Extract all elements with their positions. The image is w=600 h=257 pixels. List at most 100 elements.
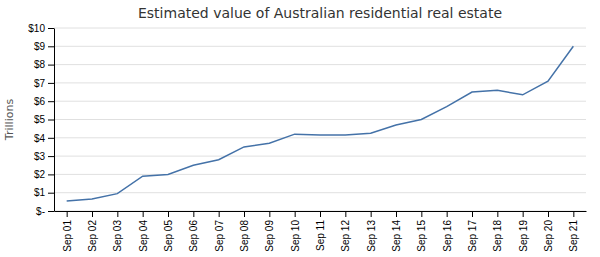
tick: Sep 15	[416, 211, 427, 252]
tick-mark	[117, 211, 118, 217]
tick-mark	[48, 83, 54, 84]
tick-mark	[219, 211, 220, 217]
tick-label: Sep 04	[138, 220, 149, 252]
tick-label: Sep 09	[264, 220, 275, 252]
tick-label: $1	[34, 187, 46, 198]
tick: Sep 04	[138, 211, 149, 252]
tick-mark	[320, 211, 321, 217]
tick: Sep 19	[518, 211, 529, 252]
tick-label: $7	[34, 78, 46, 89]
grid-line	[54, 64, 586, 65]
tick-mark	[193, 211, 194, 217]
tick-label: Sep 16	[442, 220, 453, 252]
tick-mark	[269, 211, 270, 217]
grid-line	[54, 174, 586, 175]
tick: $7	[34, 78, 54, 89]
tick-label: Sep 08	[239, 220, 250, 252]
tick-label: Sep 14	[391, 220, 402, 252]
tick: Sep 07	[214, 211, 225, 252]
tick: Sep 11	[315, 211, 326, 251]
tick-label: $6	[34, 96, 46, 107]
tick-label: Sep 01	[62, 220, 73, 252]
tick-mark	[573, 211, 574, 217]
tick: $6	[34, 96, 54, 107]
tick-label: Sep 21	[568, 220, 579, 252]
tick-label: Sep 03	[112, 220, 123, 252]
tick-label: $-	[36, 206, 45, 217]
tick: $2	[34, 169, 54, 180]
tick-label: Sep 13	[366, 220, 377, 252]
tick: $9	[34, 41, 54, 52]
tick-mark	[48, 28, 54, 29]
tick-label: $8	[34, 59, 46, 70]
tick-mark	[421, 211, 422, 217]
grid-line	[54, 156, 586, 157]
tick-label: $2	[34, 169, 46, 180]
tick-mark	[497, 211, 498, 217]
tick: $-	[36, 206, 54, 217]
tick-label: $10	[28, 23, 45, 34]
grid-line	[54, 119, 586, 120]
title: Estimated value of Australian residentia…	[138, 5, 502, 21]
tick-mark	[48, 138, 54, 139]
tick-mark	[48, 65, 54, 66]
tick-mark	[48, 174, 54, 175]
grid-line	[54, 82, 586, 83]
tick-mark	[371, 211, 372, 217]
tick: Sep 05	[163, 211, 174, 252]
tick-label: Sep 05	[163, 220, 174, 252]
tick-mark	[396, 211, 397, 217]
tick-mark	[548, 211, 549, 217]
tick: Sep 12	[340, 211, 351, 252]
tick: Sep 18	[492, 211, 503, 252]
tick: Sep 17	[467, 211, 478, 252]
y-axis: $- $1 $2 $3 $4 $5 $6 $7 $8 $9 $10	[28, 23, 54, 217]
tick: Sep 20	[543, 211, 554, 252]
axis-title: Trillions	[3, 99, 16, 142]
tick-label: Sep 15	[416, 220, 427, 252]
tick-label: $4	[34, 133, 46, 144]
tick-label: Sep 12	[340, 220, 351, 252]
tick-mark	[447, 211, 448, 217]
tick-mark	[48, 101, 54, 102]
line	[67, 46, 574, 201]
tick-mark	[67, 211, 68, 217]
tick: Sep 03	[112, 211, 123, 252]
tick-mark	[523, 211, 524, 217]
tick-label: Sep 02	[87, 220, 98, 252]
tick: Sep 13	[366, 211, 377, 252]
tick-label: $5	[34, 114, 46, 125]
tick-label: Sep 20	[543, 220, 554, 252]
tick-mark	[48, 156, 54, 157]
tick-label: Sep 19	[518, 220, 529, 252]
tick-label: Sep 06	[188, 220, 199, 252]
tick-mark	[244, 211, 245, 217]
grid-line	[54, 28, 586, 29]
tick-label: $3	[34, 151, 46, 162]
tick: $3	[34, 151, 54, 162]
tick: Sep 14	[391, 211, 402, 252]
tick-mark	[48, 120, 54, 121]
tick-label: Sep 17	[467, 220, 478, 252]
series	[67, 46, 574, 201]
tick: Sep 06	[188, 211, 199, 252]
tick: Sep 08	[239, 211, 250, 252]
tick-mark	[472, 211, 473, 217]
tick-label: Sep 18	[492, 220, 503, 252]
tick-mark	[48, 211, 54, 212]
tick: Sep 02	[87, 211, 98, 252]
tick-label: Sep 07	[214, 220, 225, 252]
x-axis: Sep 01 Sep 02 Sep 03 Sep 04 Sep 05 Sep 06 Sep …	[55, 211, 587, 252]
grid-line	[54, 101, 586, 102]
tick: Sep 21	[568, 211, 579, 252]
tick-label: $9	[34, 41, 46, 52]
tick-mark	[48, 193, 54, 194]
grid-line	[54, 137, 586, 138]
tick: $1	[34, 187, 54, 198]
tick: Sep 09	[264, 211, 275, 252]
tick-mark	[48, 46, 54, 47]
plot: $-$1$2$3$4$5$6$7$8$9$10Sep 01Sep 02Sep 0…	[28, 23, 586, 252]
grid-line	[54, 46, 586, 47]
chart: $-$1$2$3$4$5$6$7$8$9$10Sep 01Sep 02Sep 0…	[0, 0, 600, 257]
tick-label: Sep 10	[290, 220, 301, 252]
